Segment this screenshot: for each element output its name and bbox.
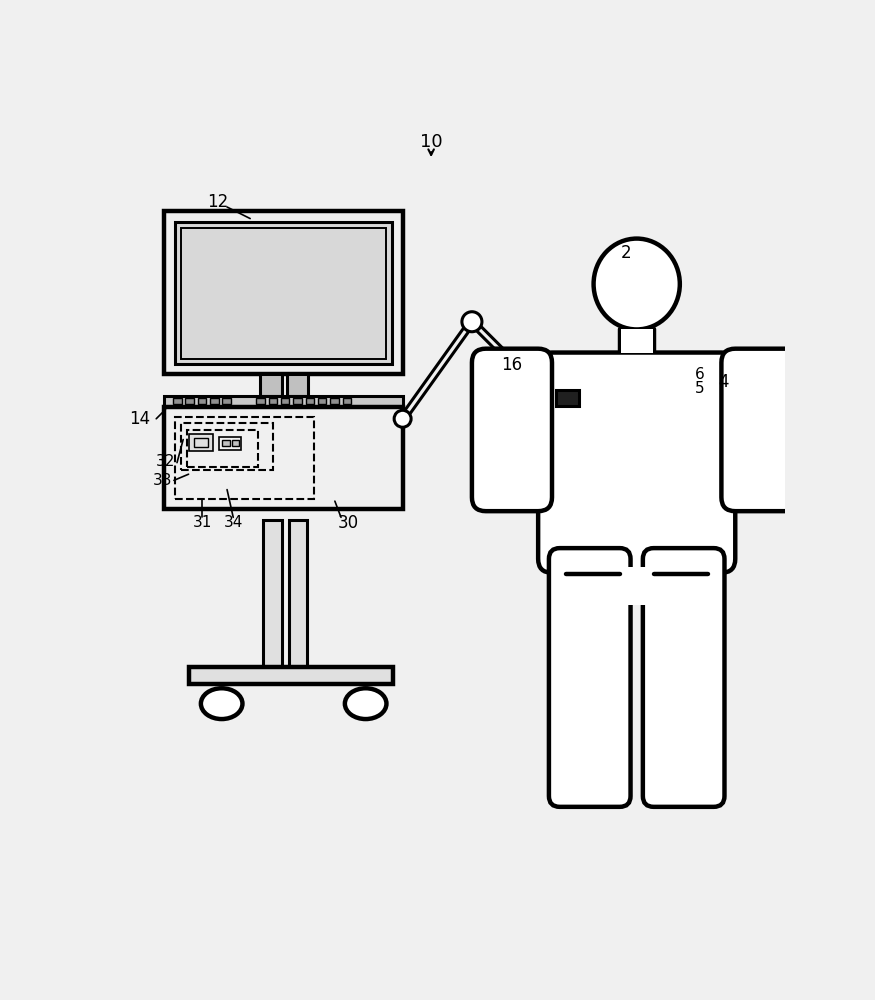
Bar bbox=[555, 391, 580, 405]
Text: 14: 14 bbox=[129, 410, 150, 428]
Bar bbox=[289, 520, 307, 667]
Bar bbox=[194, 438, 208, 447]
Bar bbox=[318, 398, 326, 404]
Circle shape bbox=[394, 410, 411, 427]
FancyBboxPatch shape bbox=[472, 349, 552, 511]
Bar bbox=[173, 398, 182, 404]
Text: 32: 32 bbox=[156, 454, 176, 469]
Bar bbox=[260, 374, 282, 396]
Bar bbox=[263, 520, 282, 667]
Text: 5: 5 bbox=[696, 381, 705, 396]
Bar bbox=[181, 228, 386, 359]
Ellipse shape bbox=[345, 688, 387, 719]
Bar bbox=[164, 407, 402, 509]
Ellipse shape bbox=[201, 688, 242, 719]
Bar bbox=[164, 396, 402, 407]
Bar bbox=[281, 398, 290, 404]
Bar bbox=[198, 398, 206, 404]
Bar bbox=[556, 389, 579, 406]
Bar bbox=[269, 398, 277, 404]
Bar bbox=[186, 398, 194, 404]
Bar bbox=[256, 398, 265, 404]
Text: 34: 34 bbox=[223, 515, 243, 530]
Circle shape bbox=[540, 389, 555, 405]
Circle shape bbox=[462, 312, 482, 332]
Bar bbox=[164, 211, 402, 374]
Bar bbox=[220, 437, 241, 450]
FancyBboxPatch shape bbox=[643, 548, 724, 807]
Bar bbox=[293, 398, 302, 404]
Bar bbox=[343, 398, 351, 404]
Bar bbox=[620, 329, 654, 353]
Bar bbox=[287, 374, 308, 396]
Bar bbox=[176, 417, 314, 499]
Text: 4: 4 bbox=[718, 373, 729, 391]
Bar bbox=[222, 398, 231, 404]
Bar bbox=[561, 567, 713, 605]
Text: 33: 33 bbox=[153, 473, 172, 488]
Text: 2: 2 bbox=[620, 244, 631, 262]
Bar bbox=[620, 329, 653, 353]
Text: 30: 30 bbox=[338, 514, 360, 532]
Bar bbox=[330, 398, 339, 404]
Bar bbox=[210, 398, 219, 404]
FancyBboxPatch shape bbox=[538, 353, 735, 573]
Text: 12: 12 bbox=[207, 193, 228, 211]
Bar bbox=[305, 398, 314, 404]
Bar bbox=[232, 440, 240, 446]
Text: 16: 16 bbox=[501, 356, 522, 374]
Text: 31: 31 bbox=[192, 515, 212, 530]
Bar bbox=[222, 440, 230, 446]
Text: 10: 10 bbox=[420, 133, 443, 151]
Bar bbox=[181, 423, 273, 470]
Text: 6: 6 bbox=[696, 367, 705, 382]
Ellipse shape bbox=[593, 239, 680, 329]
FancyBboxPatch shape bbox=[549, 548, 631, 807]
Bar bbox=[189, 434, 214, 451]
Bar bbox=[187, 430, 258, 467]
Bar bbox=[175, 222, 392, 364]
Bar bbox=[189, 667, 393, 684]
FancyBboxPatch shape bbox=[721, 349, 802, 511]
